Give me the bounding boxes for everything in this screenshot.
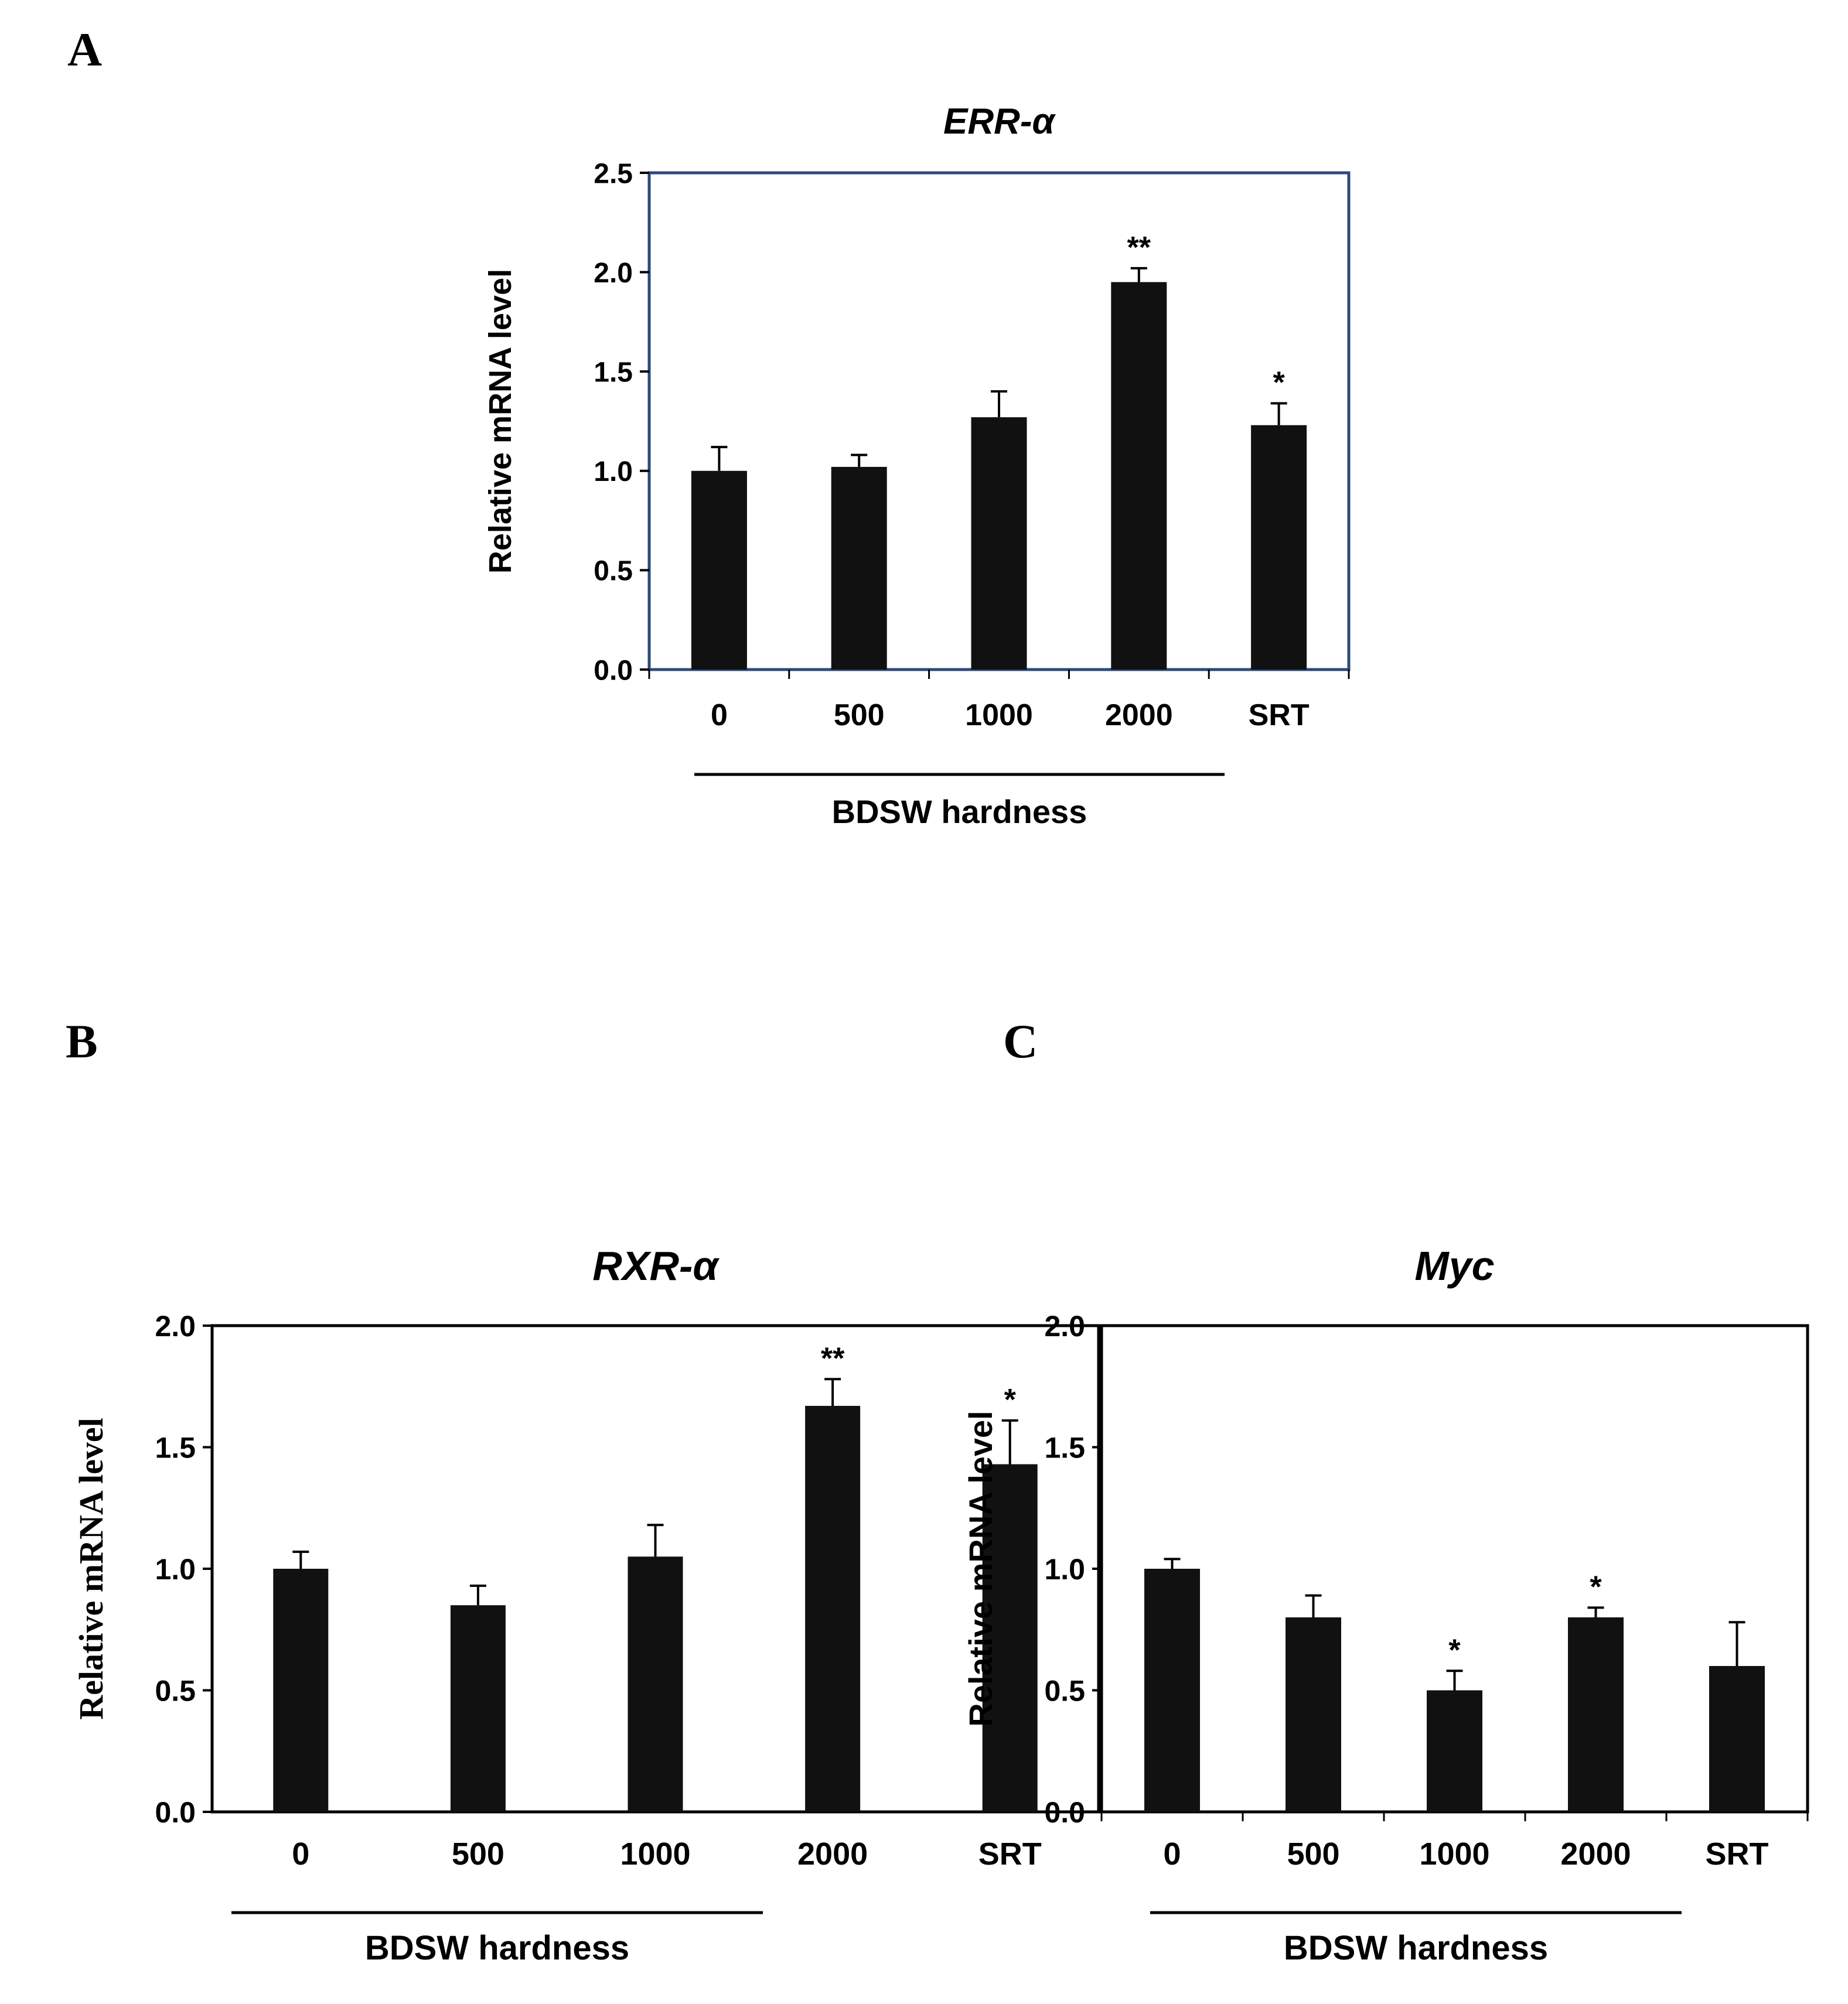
chart-panel-c: Myc 0.0 0.5 1.0 1.5 2.0 Relative mRNA level 0 50… — [962, 1243, 1809, 1967]
y-tick-label: 1.5 — [594, 357, 633, 388]
chart-panel-b: RXR-α 0.0 0.5 1.0 1.5 2.0 Relative mRNA level 0… — [72, 1243, 1100, 1967]
panel-label-a: A — [67, 23, 102, 76]
y-tick-label: 0.0 — [594, 655, 633, 686]
y-tick-label: 0.5 — [594, 556, 633, 587]
significance-marker: ** — [1127, 231, 1151, 265]
bar-1000 — [971, 417, 1027, 670]
significance-marker: * — [1004, 1383, 1017, 1417]
bar-2000 — [805, 1405, 861, 1812]
y-tick-label: 0.5 — [155, 1675, 196, 1708]
chart-panel-a: ERR-α 0.0 0.5 1.0 1.5 2.0 2.5 Relative mRNA lev… — [483, 101, 1351, 830]
bar-0 — [273, 1569, 329, 1812]
bar-0 — [1144, 1569, 1200, 1812]
x-category-label: 1000 — [965, 698, 1033, 732]
chart-title: RXR-α — [592, 1243, 720, 1289]
bar-1000 — [1427, 1690, 1482, 1812]
y-tick-label: 2.0 — [594, 258, 633, 289]
bar-SRT — [1251, 425, 1307, 670]
y-tick-label: 1.0 — [594, 456, 633, 487]
x-category-label: 500 — [452, 1836, 504, 1872]
x-category-label: 0 — [292, 1836, 309, 1872]
bar-0 — [691, 470, 747, 670]
y-tick-label: 1.0 — [1044, 1553, 1085, 1586]
significance-marker: * — [1273, 366, 1285, 400]
y-tick-label: 2.0 — [155, 1310, 196, 1343]
bar-SRT — [1709, 1666, 1765, 1812]
x-category-label: SRT — [978, 1836, 1042, 1872]
x-category-label: 1000 — [1419, 1836, 1489, 1872]
x-axis-label: BDSW hardness — [832, 793, 1087, 830]
x-axis-label: BDSW hardness — [365, 1929, 629, 1967]
y-tick-label: 1.0 — [155, 1553, 196, 1586]
significance-marker: ** — [821, 1341, 845, 1375]
y-axis-label: Relative mRNA level — [72, 1418, 110, 1719]
y-tick-label: 0.0 — [1044, 1796, 1085, 1829]
chart-title: ERR-α — [943, 101, 1056, 142]
bar-500 — [831, 467, 887, 670]
significance-marker: * — [1448, 1633, 1461, 1667]
y-axis-label: Relative mRNA level — [483, 269, 518, 573]
y-tick-label: 2.0 — [1044, 1310, 1085, 1343]
y-tick-label: 0.5 — [1044, 1675, 1085, 1708]
x-category-label: 500 — [834, 698, 885, 732]
bar-1000 — [628, 1556, 683, 1812]
y-tick-label: 0.0 — [155, 1796, 196, 1829]
bar-2000 — [1111, 282, 1167, 670]
y-tick-label: 1.5 — [155, 1432, 196, 1464]
bar-500 — [450, 1605, 506, 1812]
x-category-label: 2000 — [797, 1836, 868, 1872]
x-category-label: 1000 — [620, 1836, 690, 1872]
x-category-label: SRT — [1249, 698, 1310, 732]
x-axis-label: BDSW hardness — [1284, 1929, 1548, 1967]
x-category-label: 2000 — [1560, 1836, 1631, 1872]
significance-marker: * — [1590, 1570, 1602, 1604]
bar-2000 — [1568, 1617, 1624, 1812]
y-tick-label: 2.5 — [594, 158, 633, 189]
x-category-label: 500 — [1287, 1836, 1339, 1872]
y-axis-label: Relative mRNA level — [962, 1411, 999, 1727]
x-category-label: SRT — [1706, 1836, 1769, 1872]
bar-SRT — [982, 1464, 1038, 1812]
y-tick-label: 1.5 — [1044, 1432, 1085, 1464]
panel-label-b: B — [66, 1015, 98, 1068]
x-category-label: 0 — [711, 698, 728, 732]
chart-title: Myc — [1414, 1243, 1494, 1289]
bar-500 — [1286, 1617, 1341, 1812]
panel-label-c: C — [1003, 1015, 1038, 1068]
x-category-label: 0 — [1163, 1836, 1181, 1872]
x-category-label: 2000 — [1105, 698, 1173, 732]
